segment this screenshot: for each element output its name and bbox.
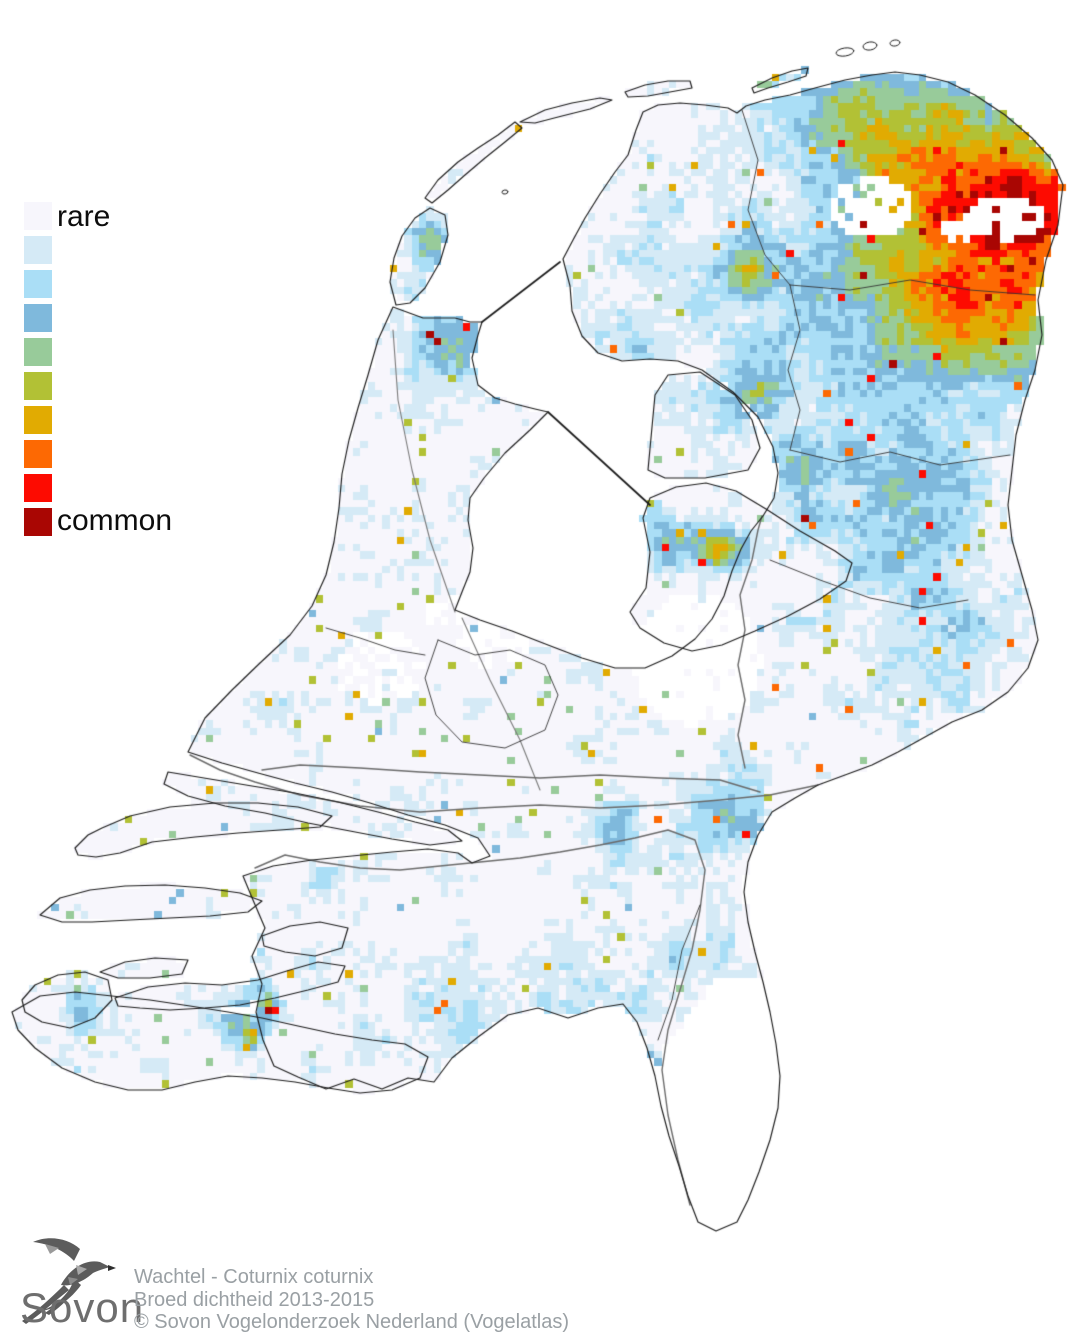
copyright-line: © Sovon Vogelonderzoek Nederland (Vogela… — [134, 1311, 570, 1333]
legend-label-rare: rare — [57, 200, 111, 233]
species-title: Wachtel - Coturnix coturnix — [134, 1266, 374, 1288]
swallow-icon — [22, 1238, 116, 1324]
map-caption: Wachtel - Coturnix coturnix Broed dichth… — [134, 1266, 569, 1334]
sovon-logo: Sovon — [12, 1232, 143, 1334]
legend-swatch-4 — [24, 338, 52, 366]
legend-label-common: common — [57, 504, 173, 537]
legend-swatch-1 — [24, 236, 52, 264]
map-subtitle: Broed dichtheid 2013-2015 — [134, 1288, 375, 1311]
legend-swatch-3 — [24, 304, 52, 332]
legend-swatch-8 — [24, 474, 52, 502]
legend-swatch-0 — [24, 202, 52, 230]
sovon-logo-text: Sovon — [20, 1284, 145, 1331]
legend-swatch-5 — [24, 372, 52, 400]
legend-swatch-9 — [24, 508, 52, 536]
legend-swatch-2 — [24, 270, 52, 298]
legend-swatch-6 — [24, 406, 52, 434]
legend-swatch-7 — [24, 440, 52, 468]
legend — [24, 202, 224, 542]
